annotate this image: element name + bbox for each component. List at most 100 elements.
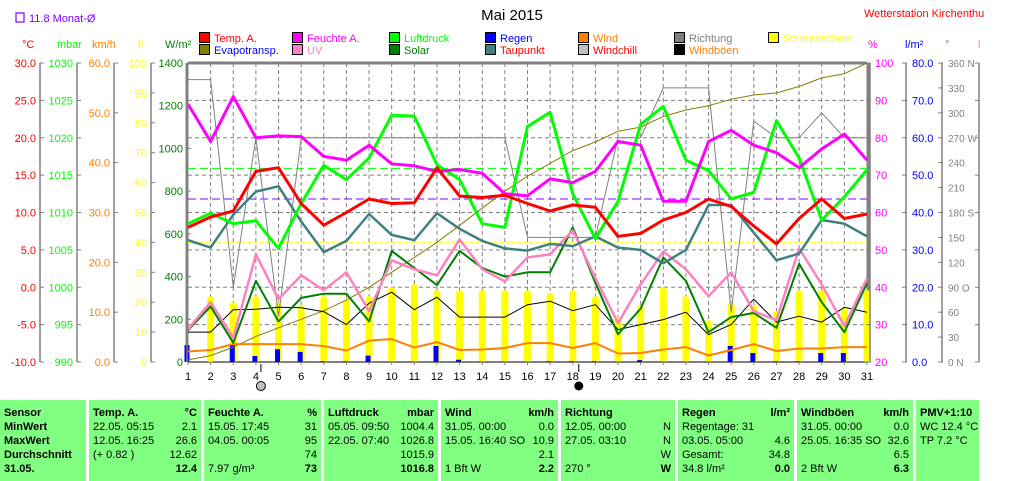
rain-axis-unit: l/m² <box>905 39 924 51</box>
humidity-tick-label: 70 <box>875 170 887 182</box>
legend-item: Evapotransp. <box>199 44 279 57</box>
series-wind <box>187 338 867 357</box>
pressure-tick-label: 1005 <box>49 245 73 257</box>
x-tick-label: 15 <box>499 371 511 383</box>
axes: °C 30.0 25.0 20.0 15.0 10.0 5.0 0.0 -5.0 -10.0 mba… <box>11 39 981 369</box>
sunshine-bar <box>478 290 486 362</box>
x-tick-label: 4 <box>253 371 259 383</box>
sunshine-bar <box>388 287 396 362</box>
stats-value: 0.0 <box>774 463 790 475</box>
legend-label: UV <box>307 45 323 57</box>
direction-axis-unit: ° <box>945 39 949 51</box>
series-evapotransp- <box>187 62 868 361</box>
direction-tick-label: 330 <box>948 84 965 95</box>
stats-value: 6.5 <box>893 449 909 461</box>
pressure-tick-label: 1025 <box>49 95 73 107</box>
x-tick-label: 31 <box>861 371 873 383</box>
stats-detail: 27.05. 03:10 <box>565 435 627 447</box>
stats-detail: 31.05. 00:00 <box>445 421 507 433</box>
stats-detail: (+ 0.82 ) <box>93 449 135 461</box>
x-tick-label: 17 <box>544 371 556 383</box>
x-tick-label: 21 <box>635 371 647 383</box>
stats-value: W <box>660 463 671 475</box>
legend-swatch-icon <box>674 32 685 43</box>
stats-detail: 270 ° <box>565 463 591 475</box>
legend-item: Feuchte A. <box>292 32 360 45</box>
direction-tick-label: 90 O <box>948 283 970 294</box>
stats-header: Feuchte A. <box>208 407 264 419</box>
sunshine-bar <box>410 284 418 362</box>
direction-tick-label: 150 <box>948 233 965 244</box>
sunshine-bar <box>252 296 260 362</box>
stats-detail: 03.05. 05:00 <box>682 435 744 447</box>
rain-tick-label: 10.0 <box>912 320 933 332</box>
stats-header: Temp. A. <box>93 407 139 419</box>
stats-detail: 22.05. 07:40 <box>328 435 390 447</box>
series-temp-a- <box>187 166 868 246</box>
stats-value: 32.6 <box>887 435 909 447</box>
stats-unit: km/h <box>528 407 554 419</box>
legend-label: Solar <box>404 45 430 57</box>
x-tick-label: 28 <box>793 371 805 383</box>
humidity-tick-label: 40 <box>875 282 887 294</box>
direction-tick-label: 0 N <box>948 358 964 369</box>
series-solar <box>187 226 868 344</box>
pressure-tick-label: 1015 <box>49 170 73 182</box>
stats-value: 26.6 <box>175 435 197 447</box>
direction-tick-label: 60 <box>948 308 960 319</box>
sunshine-bar <box>659 287 667 362</box>
rain-bar <box>320 361 326 362</box>
stats-value: 12.62 <box>169 449 197 461</box>
legend-swatch-icon <box>485 44 496 55</box>
stats-value: N <box>663 421 671 433</box>
legend-item: Temp. A. <box>199 32 257 45</box>
stats-detail: 12.05. 16:25 <box>93 435 155 447</box>
solar-tick-label: 800 <box>165 186 183 198</box>
weather-chart: °C30.025.020.015.010.05.00.0-5.0-10.0mba… <box>11 7 984 391</box>
temp-tick-label: 30.0 <box>15 58 36 70</box>
sun-axis-unit: h <box>138 39 144 51</box>
stats-row-label: 31.05. <box>4 463 35 475</box>
stats-column-sensor: Sensor MinWert MaxWert Durchschnitt 31.05. <box>0 400 86 481</box>
rain-bar <box>727 345 733 362</box>
legend-label: Richtung <box>689 33 733 45</box>
rain-bar <box>750 353 756 362</box>
wind-tick-label: 60.0 <box>89 58 110 70</box>
sunshine-bar <box>863 290 871 362</box>
wind-axis-unit: km/h <box>92 39 116 51</box>
sunshine-bar <box>818 290 826 362</box>
stats-value: 0.0 <box>538 421 554 433</box>
x-tick-label: 8 <box>343 371 349 383</box>
legend-item: UV <box>292 44 322 57</box>
rain-bar <box>229 344 235 362</box>
stats-header: PMV+1:10 <box>920 407 973 419</box>
full-moon-icon <box>255 381 266 391</box>
stats-value: 1016.8 <box>400 463 434 475</box>
direction-tick-label: 360 N <box>948 59 975 70</box>
legend-label: Feuchte A. <box>307 33 360 45</box>
legend-item: Windchill <box>578 44 637 57</box>
sun-tick-label: 10 <box>135 327 147 339</box>
stats-detail: 31.05. 00:00 <box>801 421 863 433</box>
sunshine-bar <box>750 305 758 362</box>
sunshine-bar <box>320 296 328 362</box>
solar-tick-label: 400 <box>165 272 183 284</box>
stats-header: Luftdruck <box>328 407 379 419</box>
new-moon-icon <box>574 381 584 391</box>
x-tick-label: 9 <box>366 371 372 383</box>
sunshine-bar <box>365 296 373 362</box>
humidity-tick-label: 60 <box>875 208 887 220</box>
solar-tick-label: 1400 <box>159 58 183 70</box>
pressure-tick-label: 1010 <box>49 208 73 220</box>
x-tick-label: 7 <box>321 371 327 383</box>
rain-bar <box>546 361 552 362</box>
stats-row-label: Durchschnitt <box>4 449 72 461</box>
solar-tick-label: 600 <box>165 229 183 241</box>
rain-bar <box>772 361 778 362</box>
wind-tick-label: 20.0 <box>89 257 110 269</box>
sunshine-bar <box>682 296 690 362</box>
rain-tick-label: 80.0 <box>912 58 933 70</box>
legend-item: Taupunkt <box>485 44 545 57</box>
temp-tick-label: 25.0 <box>15 95 36 107</box>
rain-tick-label: 20.0 <box>912 282 933 294</box>
